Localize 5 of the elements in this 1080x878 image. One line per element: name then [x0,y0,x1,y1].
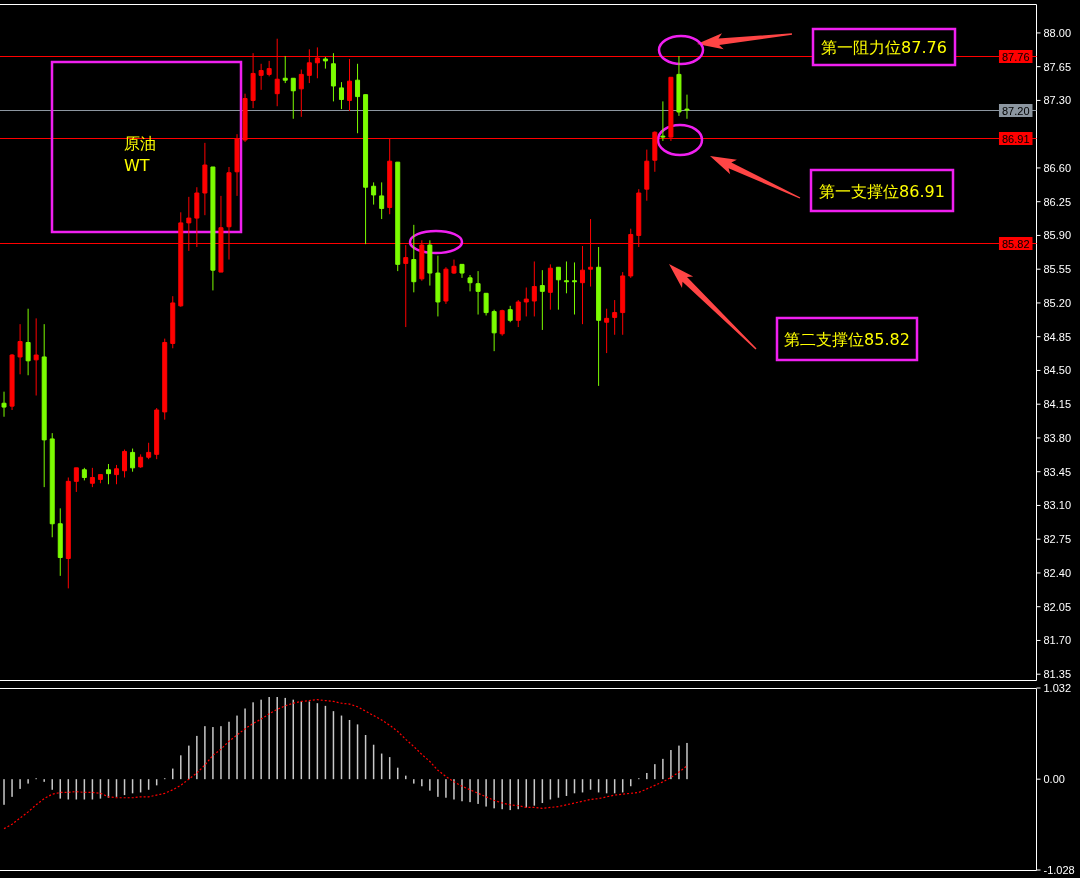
annotation: 第一支撑位86.91 [819,181,945,201]
annotation: WT [124,155,150,175]
annotation: 第二支撑位85.82 [784,329,910,349]
annotation: 第一阻力位87.76 [821,37,947,57]
annotation: 原油 [124,133,156,153]
